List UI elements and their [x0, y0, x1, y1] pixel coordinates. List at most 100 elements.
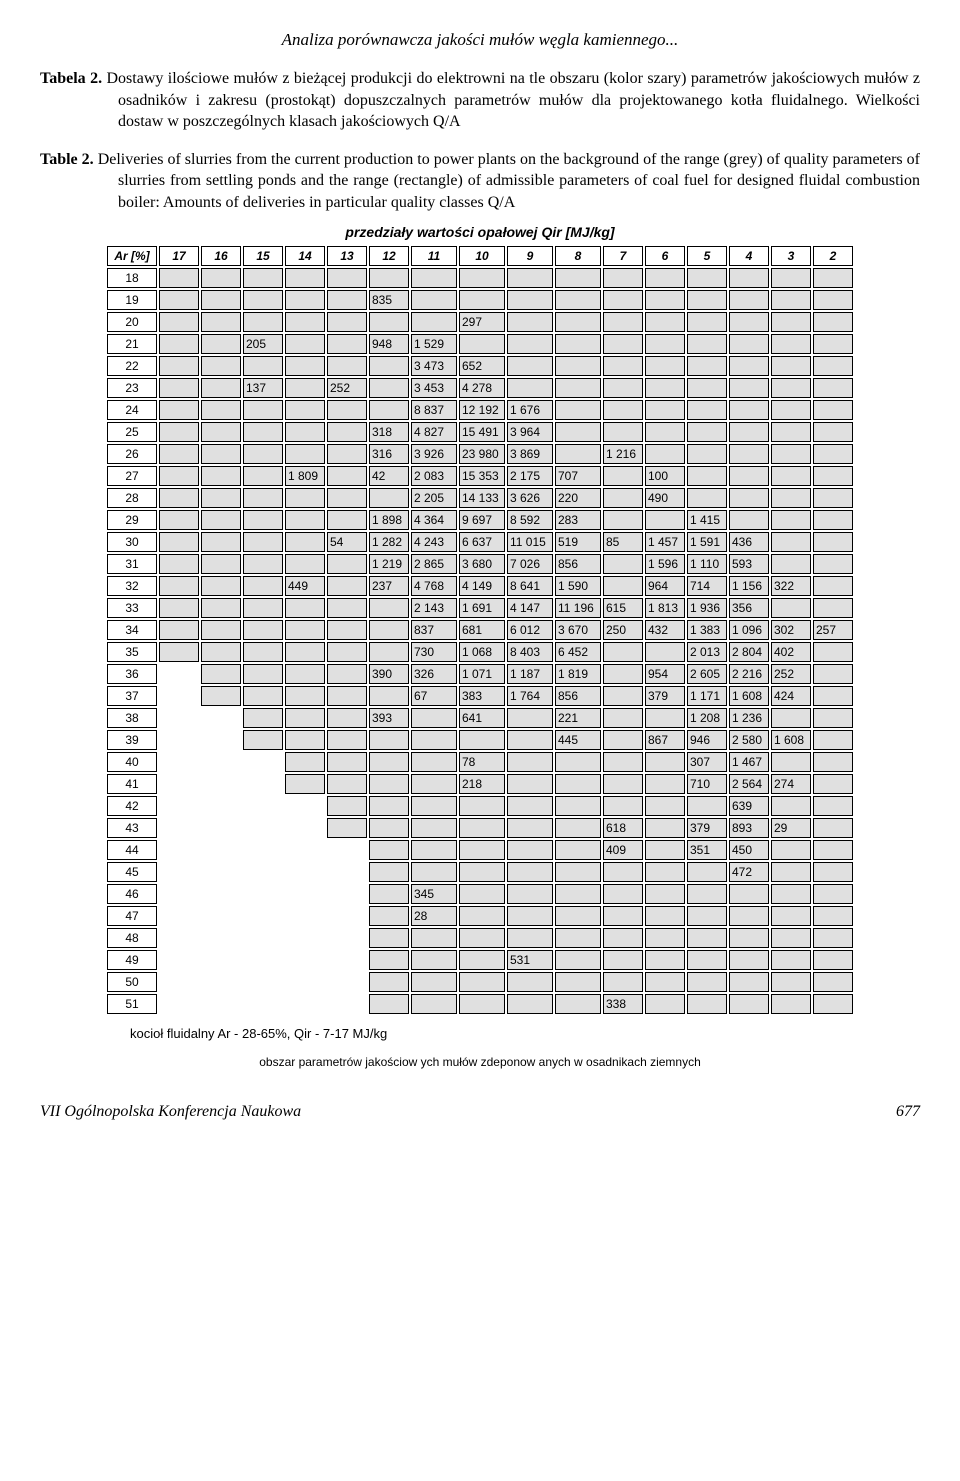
cell [459, 994, 505, 1014]
cell [603, 510, 643, 530]
cell [285, 686, 325, 706]
cell [813, 488, 853, 508]
cell [411, 950, 457, 970]
cell [327, 840, 367, 860]
cell: 274 [771, 774, 811, 794]
cell: 11 196 [555, 598, 601, 618]
cell [201, 708, 241, 728]
cell [687, 466, 727, 486]
cell: 29 [771, 818, 811, 838]
cell [411, 312, 457, 332]
cell [771, 488, 811, 508]
cell [243, 994, 283, 1014]
col-header: 17 [159, 246, 199, 266]
cell [243, 972, 283, 992]
cell: 2 580 [729, 730, 769, 750]
cell [285, 884, 325, 904]
cell [507, 840, 553, 860]
cell [729, 928, 769, 948]
cell [369, 730, 409, 750]
cell [411, 796, 457, 816]
cell [411, 818, 457, 838]
cell [603, 906, 643, 926]
cell [285, 972, 325, 992]
row-header: Ar [%] [107, 246, 157, 266]
cell [459, 862, 505, 882]
cell [645, 862, 685, 882]
cell: 3 670 [555, 620, 601, 640]
cell [159, 906, 199, 926]
cell [645, 268, 685, 288]
cell [459, 928, 505, 948]
cell [459, 840, 505, 860]
cell [201, 312, 241, 332]
cell [729, 334, 769, 354]
cell [369, 972, 409, 992]
cell [771, 598, 811, 618]
cell [285, 796, 325, 816]
cell [645, 422, 685, 442]
cell [243, 862, 283, 882]
cell [687, 862, 727, 882]
cell [369, 818, 409, 838]
cell: 1 187 [507, 664, 553, 684]
cell [771, 796, 811, 816]
col-header: 8 [555, 246, 601, 266]
cell [813, 554, 853, 574]
cell: 615 [603, 598, 643, 618]
cell [327, 774, 367, 794]
cell [159, 950, 199, 970]
cell [729, 290, 769, 310]
cell: 856 [555, 686, 601, 706]
row-label: 23 [107, 378, 157, 398]
cell [771, 312, 811, 332]
cell: 1 591 [687, 532, 727, 552]
cell [813, 334, 853, 354]
cell [459, 972, 505, 992]
cell: 3 964 [507, 422, 553, 442]
cell: 2 083 [411, 466, 457, 486]
row-label: 27 [107, 466, 157, 486]
cell: 356 [729, 598, 769, 618]
cell: 1 383 [687, 620, 727, 640]
cell [201, 268, 241, 288]
cell [555, 422, 601, 442]
cell [507, 752, 553, 772]
caption-pl-text: Dostawy ilościowe mułów z bieżącej produ… [102, 70, 920, 130]
cell: 2 013 [687, 642, 727, 662]
cell: 1 208 [687, 708, 727, 728]
cell: 531 [507, 950, 553, 970]
cell [459, 290, 505, 310]
cell [813, 290, 853, 310]
cell [369, 950, 409, 970]
cell [285, 752, 325, 772]
cell [243, 510, 283, 530]
cell [687, 994, 727, 1014]
cell: 402 [771, 642, 811, 662]
cell: 8 837 [411, 400, 457, 420]
cell [645, 994, 685, 1014]
cell [555, 928, 601, 948]
cell [201, 884, 241, 904]
cell [687, 356, 727, 376]
cell: 42 [369, 466, 409, 486]
row-label: 19 [107, 290, 157, 310]
cell [813, 378, 853, 398]
cell: 218 [459, 774, 505, 794]
cell: 283 [555, 510, 601, 530]
cell [159, 752, 199, 772]
cell: 1 282 [369, 532, 409, 552]
cell [369, 620, 409, 640]
row-label: 34 [107, 620, 157, 640]
cell [687, 796, 727, 816]
cell [603, 752, 643, 772]
cell [159, 664, 199, 684]
cell [645, 972, 685, 992]
cell [603, 576, 643, 596]
cell [201, 730, 241, 750]
cell: 3 926 [411, 444, 457, 464]
cell [159, 796, 199, 816]
cell: 948 [369, 334, 409, 354]
cell: 681 [459, 620, 505, 640]
cell [813, 444, 853, 464]
